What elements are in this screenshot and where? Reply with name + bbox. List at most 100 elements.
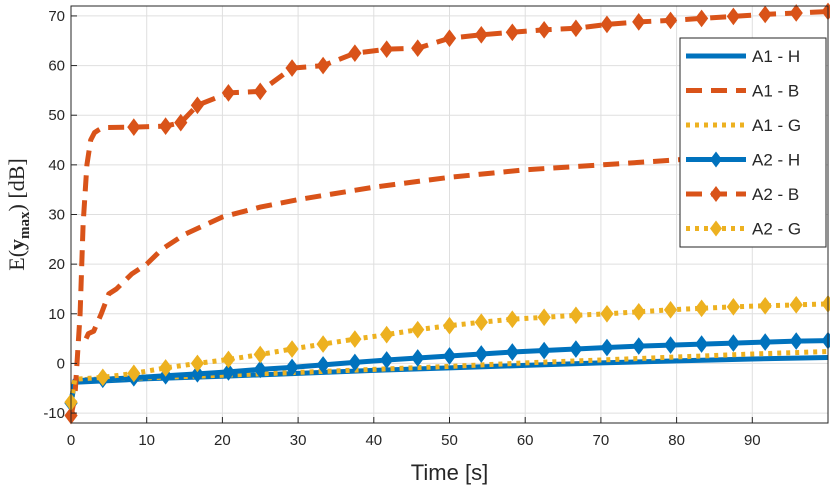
data-point [726, 334, 740, 352]
data-point [96, 368, 110, 387]
y-label-suffix: ) [dB] [4, 158, 29, 211]
data-point [127, 364, 141, 383]
data-point [569, 19, 583, 38]
data-point [569, 306, 583, 325]
data-point [505, 23, 519, 42]
data-point [663, 11, 678, 30]
data-point [758, 5, 772, 24]
data-point [505, 310, 519, 329]
x-tick-label: 80 [668, 432, 685, 449]
legend-item: A2 - H [686, 151, 800, 170]
data-point [190, 354, 205, 373]
data-point [442, 347, 457, 365]
data-point [694, 299, 709, 318]
data-point [159, 359, 173, 377]
data-point [442, 316, 457, 335]
data-point [600, 304, 614, 323]
y-tick-label: 40 [48, 157, 65, 174]
data-point [285, 358, 299, 377]
y-tick-label: 50 [48, 107, 65, 124]
x-tick-label: 70 [593, 432, 610, 449]
data-point [190, 365, 205, 383]
legend-label: A1 - B [752, 82, 799, 101]
data-point [221, 363, 236, 381]
data-point [127, 118, 141, 136]
data-point [348, 44, 362, 62]
data-point [758, 333, 772, 351]
legend-marker [710, 186, 722, 202]
data-point [632, 337, 646, 355]
data-point [632, 302, 646, 321]
series-a2-b [64, 2, 830, 425]
data-point [789, 4, 803, 22]
legend-item: A1 - G [686, 116, 801, 135]
x-tick-label: 30 [290, 432, 307, 449]
y-label-prefix: E( [4, 250, 29, 271]
data-point [221, 84, 236, 102]
series-a2-g [64, 295, 830, 411]
data-point [632, 13, 646, 31]
data-point [348, 330, 362, 348]
data-point [316, 335, 330, 353]
y-axis-label: E(ymax) [dB] [4, 158, 33, 270]
legend: A1 - H A1 - B A1 - G A2 - H A2 - B A2 - G [679, 37, 827, 248]
legend-item: A2 - G [686, 220, 801, 239]
y-tick-label: 0 [57, 355, 65, 372]
data-point [474, 345, 488, 363]
x-tick-label: 60 [517, 432, 534, 449]
series-layer [64, 2, 830, 425]
data-point [663, 300, 678, 319]
data-point [221, 350, 236, 369]
data-point [411, 39, 425, 58]
data-point [380, 325, 394, 344]
data-point [316, 356, 330, 374]
legend-label: A2 - B [752, 185, 799, 204]
legend-label: A2 - G [752, 220, 801, 239]
series-a2-h [64, 331, 830, 412]
data-point [758, 297, 772, 315]
series-line [68, 349, 829, 406]
x-axis-label: Time [s] [411, 460, 488, 485]
data-point [537, 308, 551, 327]
data-point [569, 340, 583, 358]
legend-item: A1 - H [686, 47, 800, 66]
series-a1-g [68, 349, 829, 406]
data-point [253, 82, 267, 101]
legend-label: A1 - G [752, 116, 801, 135]
data-point [663, 336, 678, 354]
data-point [285, 59, 299, 77]
series-a1-b [83, 147, 829, 340]
legend-item: A2 - B [686, 185, 799, 204]
legend-item: A1 - B [686, 82, 799, 101]
data-point [789, 332, 803, 350]
legend-marker [710, 151, 722, 168]
data-point [316, 56, 330, 75]
data-point [600, 338, 614, 357]
data-point [285, 340, 299, 358]
y-tick-label: 70 [48, 8, 65, 25]
data-point [789, 296, 803, 314]
data-point [537, 20, 551, 39]
x-tick-label: 10 [138, 432, 155, 449]
x-tick-label: 0 [67, 432, 75, 449]
y-label-sub: max [17, 211, 33, 239]
data-point [411, 320, 425, 339]
data-point [537, 341, 551, 360]
data-point [411, 349, 425, 367]
data-point [474, 313, 488, 332]
data-point [726, 7, 741, 26]
legend-box [679, 37, 827, 248]
data-point [159, 117, 173, 135]
data-point [600, 15, 614, 34]
x-tick-label: 50 [441, 432, 458, 449]
legend-marker [710, 220, 722, 237]
data-point [694, 335, 709, 353]
y-tick-label: 30 [48, 207, 65, 224]
legend-label: A2 - H [752, 151, 800, 170]
y-tick-label: -10 [43, 405, 65, 422]
legend-label: A1 - H [752, 47, 800, 66]
y-tick-label: 60 [48, 58, 65, 75]
data-point [474, 25, 488, 44]
